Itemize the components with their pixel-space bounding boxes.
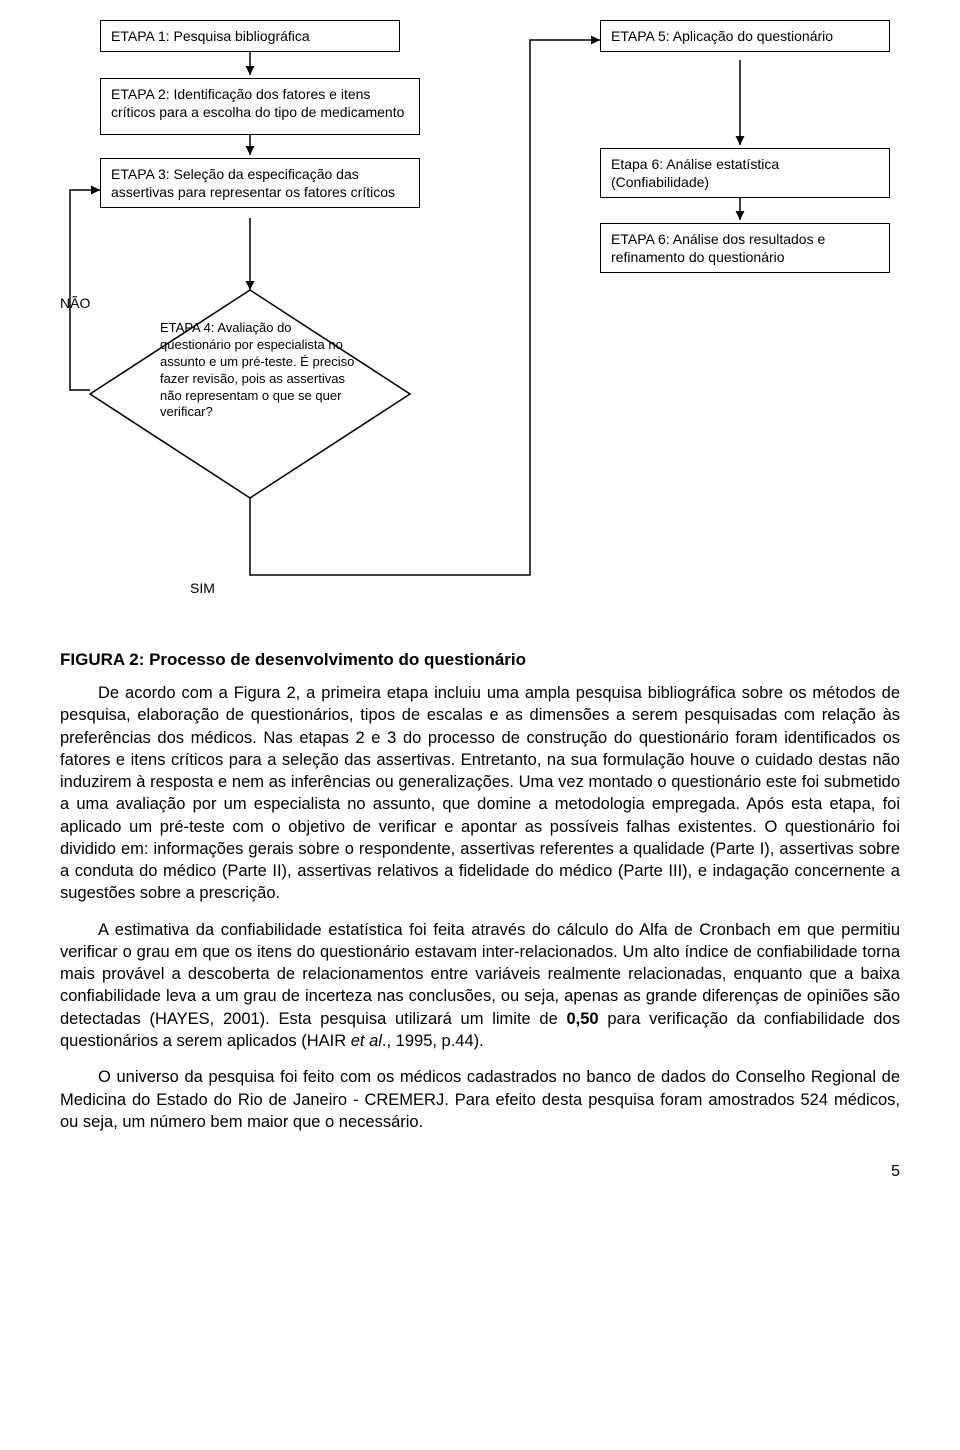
label-sim: SIM	[190, 580, 215, 596]
paragraph-2c: ., 1995, p.44).	[382, 1032, 484, 1050]
figure-title: FIGURA 2: Processo de desenvolvimento do…	[60, 650, 900, 670]
paragraph-2-italic: et al	[351, 1032, 382, 1050]
label-nao: NÃO	[60, 295, 90, 311]
flowchart-figure: ETAPA 1: Pesquisa bibliográfica ETAPA 2:…	[60, 20, 900, 640]
decision-text: ETAPA 4: Avaliação do questionário por e…	[160, 320, 360, 421]
paragraph-2: A estimativa da confiabilidade estatísti…	[60, 919, 900, 1053]
paragraph-3-text: O universo da pesquisa foi feito com os …	[60, 1068, 900, 1131]
paragraph-1-text: De acordo com a Figura 2, a primeira eta…	[60, 684, 900, 902]
box-etapa6b: ETAPA 6: Análise dos resultados e refina…	[600, 223, 890, 273]
page-number: 5	[60, 1163, 900, 1181]
box-etapa2: ETAPA 2: Identificação dos fatores e ite…	[100, 78, 420, 135]
paragraph-1: De acordo com a Figura 2, a primeira eta…	[60, 682, 900, 905]
box-etapa1: ETAPA 1: Pesquisa bibliográfica	[100, 20, 400, 52]
paragraph-3: O universo da pesquisa foi feito com os …	[60, 1066, 900, 1133]
paragraph-2-bold: 0,50	[567, 1010, 599, 1028]
box-etapa5: ETAPA 5: Aplicação do questionário	[600, 20, 890, 52]
box-etapa6a: Etapa 6: Análise estatística (Confiabili…	[600, 148, 890, 198]
box-etapa3: ETAPA 3: Seleção da especificação das as…	[100, 158, 420, 208]
